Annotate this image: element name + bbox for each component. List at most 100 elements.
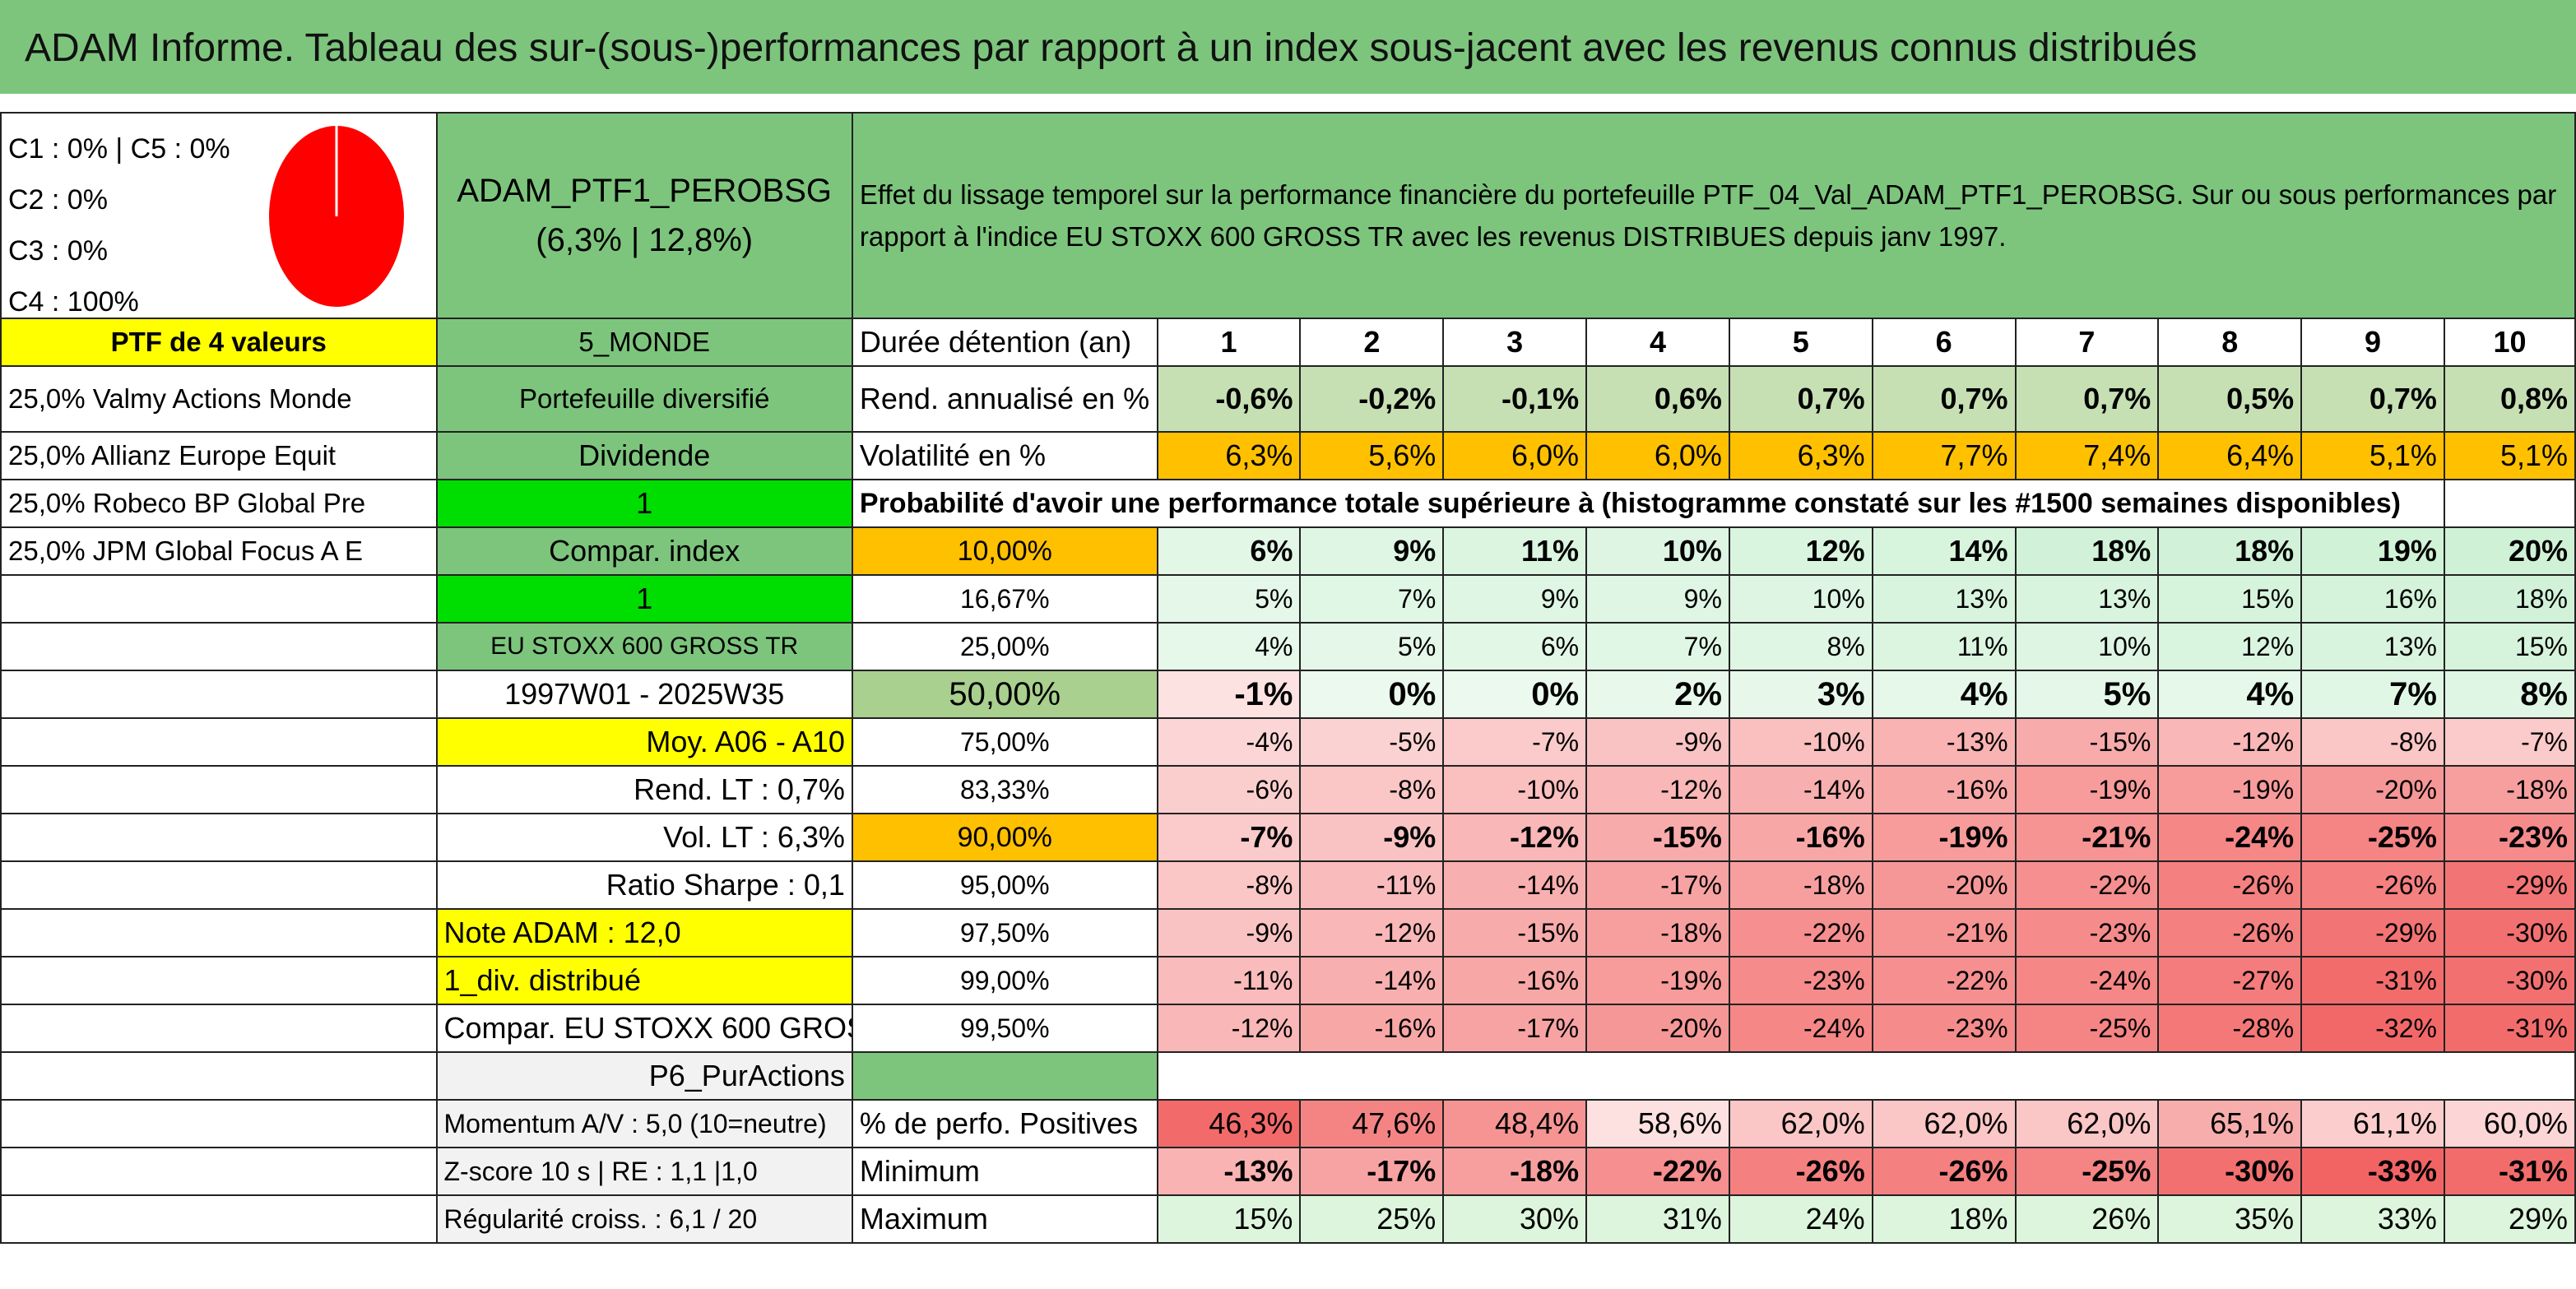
vol-value: 5,1% [2443,431,2576,480]
quantile-value: -14% [1728,765,1873,814]
quantile-value: -9% [1585,717,1730,767]
empty-cell [0,1194,438,1244]
portfolio-stats: (6,3% | 12,8%) [536,222,754,258]
quantile-value: 6% [1156,526,1302,576]
moy-label: Moy. A06 - A10 [435,717,853,767]
year-header: 10 [2443,318,2576,367]
quantile-value: 7% [1299,574,1445,624]
rend-label: Rend. annualisé en % [851,365,1158,433]
quantile-value: -24% [1728,1004,1873,1053]
allocation-pie-chart [266,123,407,310]
quantile-label: 97,50% [851,908,1158,957]
empty-cell [0,813,438,862]
year-header: 1 [1156,318,1302,367]
momentum: Momentum A/V : 5,0 (10=neutre) [435,1099,853,1148]
holding-row: 25,0% Robeco BP Global Pre [0,479,438,528]
positives-value: 62,0% [1871,1099,2017,1148]
positives-value: 46,3% [1156,1099,1302,1148]
quantile-value: -10% [1442,765,1588,814]
quantile-value: -15% [1585,813,1730,862]
quantile-value: -7% [1442,717,1588,767]
quantile-value: -6% [1156,765,1302,814]
quantile-label: 50,00% [851,670,1158,719]
quantile-value: -14% [1442,860,1588,910]
positives-value: 60,0% [2443,1099,2576,1148]
quantile-value: 18% [2157,526,2303,576]
quantile-value: -12% [1585,765,1730,814]
positives-value: 47,6% [1299,1099,1445,1148]
empty-cell [0,1004,438,1053]
rend-value: 0,5% [2157,365,2303,433]
empty-cell [0,765,438,814]
quantile-value: -1% [1156,670,1302,719]
positives-value: 65,1% [2157,1099,2303,1148]
positives-label: % de perfo. Positives [851,1099,1158,1148]
max-value: 31% [1585,1194,1730,1244]
year-header: 3 [1442,318,1588,367]
year-header: 9 [2300,318,2445,367]
quantile-value: -20% [2300,765,2445,814]
year-header: 8 [2157,318,2303,367]
year-header: 4 [1585,318,1730,367]
quantile-value: -12% [2157,717,2303,767]
quantile-value: -15% [2014,717,2160,767]
compar-label: Compar. index [435,526,853,576]
duree-label: Durée détention (an) [851,318,1158,367]
quantile-value: -21% [2014,813,2160,862]
quantile-value: 7% [2300,670,2445,719]
p6-label: P6_PurActions [435,1051,853,1101]
quantile-value: 11% [1871,622,2017,671]
quantile-value: -15% [1442,908,1588,957]
quantile-value: -11% [1156,956,1302,1005]
quantile-label: 16,67% [851,574,1158,624]
proba-label: Probabilité d'avoir une performance tota… [851,479,2444,528]
quantile-value: -22% [2014,860,2160,910]
quantile-value: -9% [1156,908,1302,957]
quantile-value: 5% [1156,574,1302,624]
quantile-value: -29% [2443,860,2576,910]
class-breakdown-cell: C1 : 0% | C5 : 0% C2 : 0% C3 : 0% C4 : 1… [0,112,438,319]
quantile-value: -20% [1871,860,2017,910]
rend-value: -0,2% [1299,365,1445,433]
quantile-value: -13% [1871,717,2017,767]
quantile-value: -32% [2300,1004,2445,1053]
quantile-value: 8% [1728,622,1873,671]
max-value: 15% [1156,1194,1302,1244]
holding-row: 25,0% Allianz Europe Equit [0,431,438,480]
min-value: -26% [1728,1147,1873,1196]
vol-value: 7,7% [1871,431,2017,480]
min-value: -31% [2443,1147,2576,1196]
quantile-value: -27% [2157,956,2303,1005]
quantile-value: -24% [2157,813,2303,862]
selector-one-a: 1 [435,479,853,528]
quantile-value: 15% [2157,574,2303,624]
quantile-value: 5% [2014,670,2160,719]
min-label: Minimum [851,1147,1158,1196]
vol-value: 6,4% [2157,431,2303,480]
quantile-value: -23% [2443,813,2576,862]
quantile-value: 12% [2157,622,2303,671]
quantile-value: -26% [2300,860,2445,910]
quantile-value: -23% [2014,908,2160,957]
quantile-value: -16% [1871,765,2017,814]
empty-cell [2443,479,2576,528]
quantile-value: 10% [2014,622,2160,671]
quantile-value: 4% [1871,670,2017,719]
description: Effet du lissage temporel sur la perform… [851,112,2576,319]
rend-lt: Rend. LT : 0,7% [435,765,853,814]
quantile-value: 16% [2300,574,2445,624]
holding-row: 25,0% Valmy Actions Monde [0,365,438,433]
quantile-value: 9% [1299,526,1445,576]
quantile-value: 0% [1442,670,1588,719]
quantile-value: -29% [2300,908,2445,957]
quantile-label: 25,00% [851,622,1158,671]
quantile-value: 14% [1871,526,2017,576]
empty-cell [0,622,438,671]
quantile-value: 15% [2443,622,2576,671]
class-c2: C2 : 0% [8,184,108,216]
min-value: -33% [2300,1147,2445,1196]
quantile-value: 6% [1442,622,1588,671]
vol-value: 6,3% [1156,431,1302,480]
quantile-value: -20% [1585,1004,1730,1053]
min-value: -18% [1442,1147,1588,1196]
